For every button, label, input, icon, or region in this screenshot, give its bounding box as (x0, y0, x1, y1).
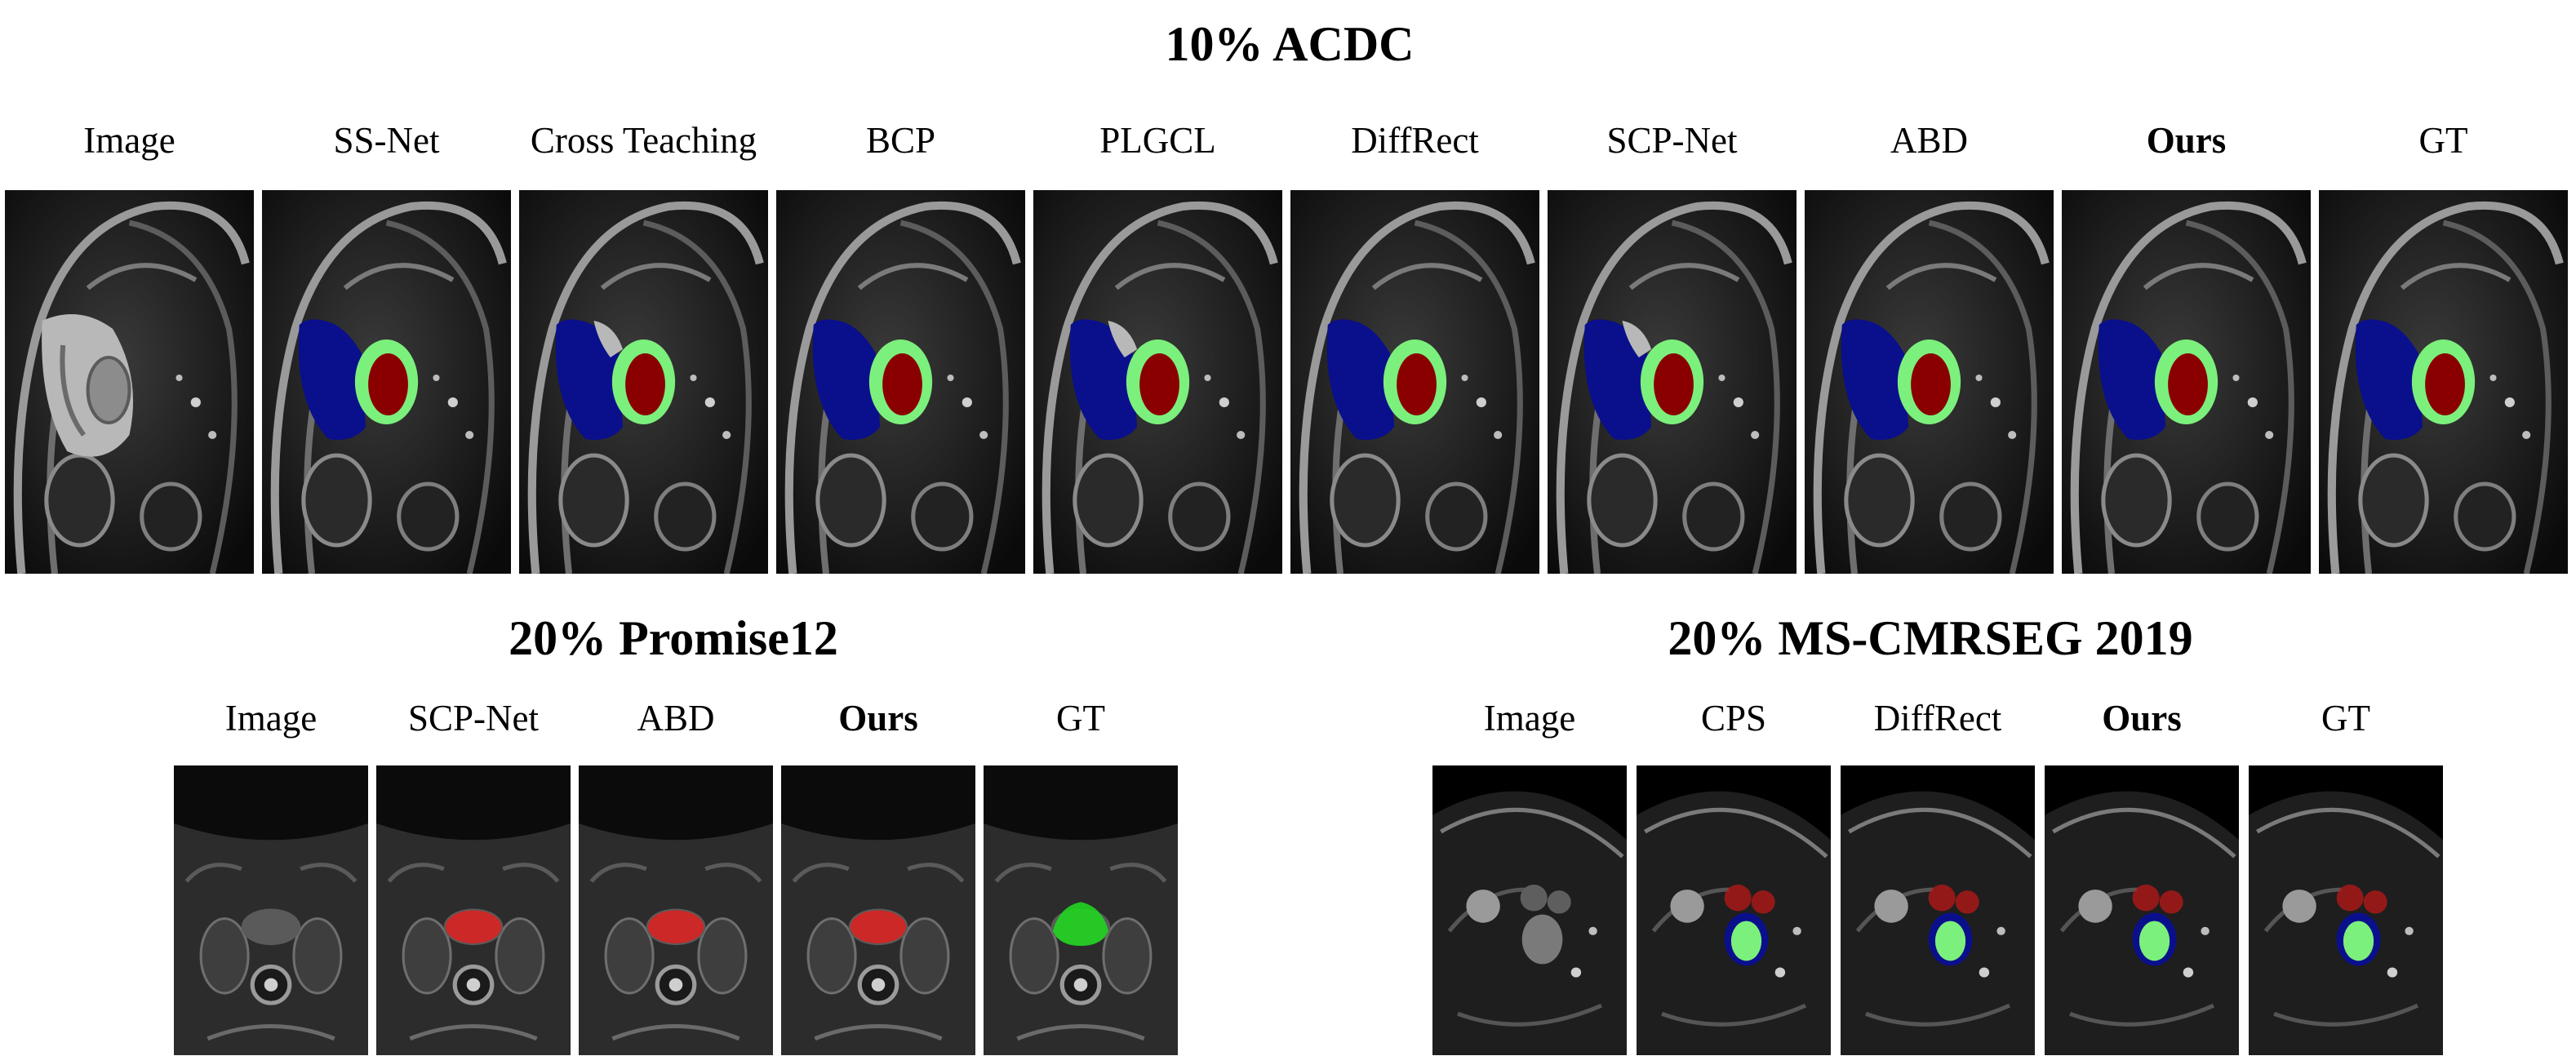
mscmr-label-diffrect: DiffRect (1873, 698, 2002, 739)
acdc-panel-image (5, 190, 254, 574)
acdc-label-scp-net: SCP-Net (1606, 120, 1738, 161)
promise-label-scp-net: SCP-Net (407, 698, 540, 739)
mscmr-label-ours: Ours (2102, 698, 2182, 739)
acdc-panel-scp-net (1548, 190, 1797, 574)
acdc-label-diffrect: DiffRect (1351, 120, 1479, 161)
acdc-label-image: Image (83, 120, 175, 161)
mscmr-panel-diffrect (1841, 765, 2035, 1055)
acdc-panel-cross-teaching (519, 190, 768, 574)
promise-panel-ours (781, 765, 975, 1055)
acdc-panel-gt (2319, 190, 2568, 574)
mscmr-label-gt: GT (2321, 698, 2370, 739)
acdc-panel-ss-net (262, 190, 511, 574)
acdc-label-gt: GT (2418, 120, 2468, 161)
acdc-label-ours: Ours (2146, 120, 2227, 161)
promise-panel-abd (579, 765, 773, 1055)
promise-title: 20% Promise12 (509, 611, 838, 665)
mscmr-label-image: Image (1483, 698, 1576, 739)
acdc-label-bcp: BCP (865, 120, 936, 161)
acdc-label-abd: ABD (1890, 120, 1969, 161)
promise-label-ours: Ours (838, 698, 918, 739)
promise-panel-gt (984, 765, 1178, 1055)
acdc-label-plgcl: PLGCL (1099, 120, 1216, 161)
promise-panel-scp-net (376, 765, 571, 1055)
promise-label-gt: GT (1056, 698, 1105, 739)
promise-label-abd: ABD (637, 698, 715, 739)
acdc-panel-plgcl (1033, 190, 1282, 574)
acdc-panel-bcp (776, 190, 1025, 574)
acdc-panel-abd (1805, 190, 2054, 574)
acdc-label-cross-teaching: Cross Teaching (530, 120, 757, 161)
mscmr-label-cps: CPS (1700, 698, 1767, 739)
acdc-title: 10% ACDC (1165, 17, 1415, 71)
mscmr-title: 20% MS-CMRSEG 2019 (1668, 611, 2193, 665)
acdc-panel-diffrect (1290, 190, 1539, 574)
mscmr-panel-gt (2249, 765, 2443, 1055)
mscmr-panel-cps (1637, 765, 1831, 1055)
acdc-label-ss-net: SS-Net (333, 120, 440, 161)
mscmr-panel-ours (2045, 765, 2239, 1055)
promise-label-image: Image (224, 698, 318, 739)
acdc-panel-ours (2062, 190, 2311, 574)
promise-panel-image (174, 765, 368, 1055)
mscmr-panel-image (1432, 765, 1627, 1055)
